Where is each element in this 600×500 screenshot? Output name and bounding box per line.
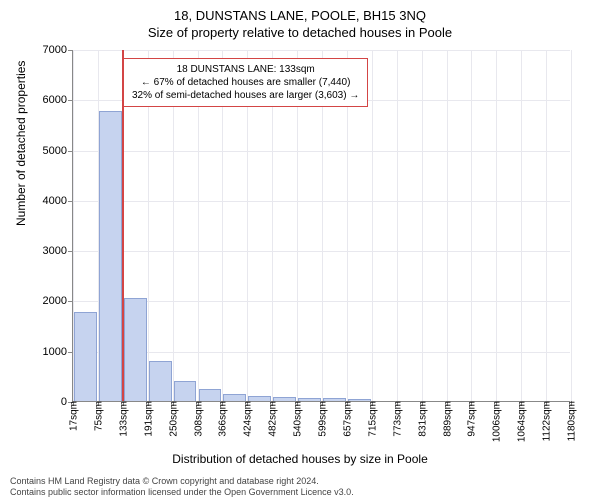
- histogram-bar: [74, 312, 97, 402]
- xtick-label: 540sqm: [291, 401, 304, 437]
- ytick-label: 2000: [43, 295, 73, 307]
- histogram-bar: [348, 399, 371, 401]
- xtick-label: 308sqm: [191, 401, 204, 437]
- xtick-label: 773sqm: [390, 401, 403, 437]
- gridline-v: [471, 50, 472, 401]
- xtick-label: 1064sqm: [515, 401, 528, 442]
- ytick-label: 4000: [43, 195, 73, 207]
- gridline-v: [447, 50, 448, 401]
- annotation-line: 32% of semi-detached houses are larger (…: [132, 89, 359, 102]
- chart-title-main: 18, DUNSTANS LANE, POOLE, BH15 3NQ: [0, 0, 600, 23]
- xtick-label: 1006sqm: [490, 401, 503, 442]
- footer-line-2: Contains public sector information licen…: [10, 487, 354, 498]
- xtick-label: 17sqm: [67, 401, 80, 431]
- histogram-bar: [298, 398, 321, 401]
- xtick-label: 424sqm: [241, 401, 254, 437]
- chart-plot-area: 0100020003000400050006000700017sqm75sqm1…: [72, 50, 570, 402]
- footer-attribution: Contains HM Land Registry data © Crown c…: [10, 476, 354, 498]
- ytick-label: 3000: [43, 245, 73, 257]
- xtick-label: 889sqm: [440, 401, 453, 437]
- annotation-line: ← 67% of detached houses are smaller (7,…: [132, 76, 359, 89]
- gridline-v: [422, 50, 423, 401]
- gridline-v: [571, 50, 572, 401]
- xtick-label: 482sqm: [266, 401, 279, 437]
- y-axis-label: Number of detached properties: [14, 61, 28, 226]
- xtick-label: 191sqm: [141, 401, 154, 437]
- xtick-label: 831sqm: [415, 401, 428, 437]
- xtick-label: 1122sqm: [540, 401, 553, 441]
- plot: 0100020003000400050006000700017sqm75sqm1…: [72, 50, 570, 402]
- gridline-v: [372, 50, 373, 401]
- histogram-bar: [149, 361, 172, 401]
- xtick-label: 250sqm: [166, 401, 179, 437]
- histogram-bar: [199, 389, 222, 401]
- xtick-label: 599sqm: [316, 401, 329, 437]
- histogram-bar: [124, 298, 147, 401]
- xtick-label: 715sqm: [365, 401, 378, 437]
- ytick-label: 6000: [43, 94, 73, 106]
- footer-line-1: Contains HM Land Registry data © Crown c…: [10, 476, 354, 487]
- xtick-label: 947sqm: [465, 401, 478, 437]
- histogram-bar: [174, 381, 197, 401]
- ytick-label: 1000: [43, 346, 73, 358]
- histogram-bar: [99, 111, 122, 401]
- histogram-bar: [273, 397, 296, 401]
- histogram-bar: [248, 396, 271, 401]
- annotation-line: 18 DUNSTANS LANE: 133sqm: [132, 63, 359, 76]
- xtick-label: 657sqm: [340, 401, 353, 437]
- gridline-v: [521, 50, 522, 401]
- chart-title-sub: Size of property relative to detached ho…: [0, 23, 600, 46]
- gridline-v: [496, 50, 497, 401]
- xtick-label: 75sqm: [91, 401, 104, 431]
- histogram-bar: [223, 394, 246, 401]
- gridline-v: [397, 50, 398, 401]
- annotation-box: 18 DUNSTANS LANE: 133sqm← 67% of detache…: [123, 58, 368, 107]
- xtick-label: 1180sqm: [565, 401, 578, 441]
- x-axis-label: Distribution of detached houses by size …: [0, 452, 600, 466]
- gridline-v: [546, 50, 547, 401]
- ytick-label: 7000: [43, 44, 73, 56]
- xtick-label: 133sqm: [116, 401, 129, 437]
- histogram-bar: [323, 398, 346, 401]
- ytick-label: 5000: [43, 145, 73, 157]
- xtick-label: 366sqm: [216, 401, 229, 437]
